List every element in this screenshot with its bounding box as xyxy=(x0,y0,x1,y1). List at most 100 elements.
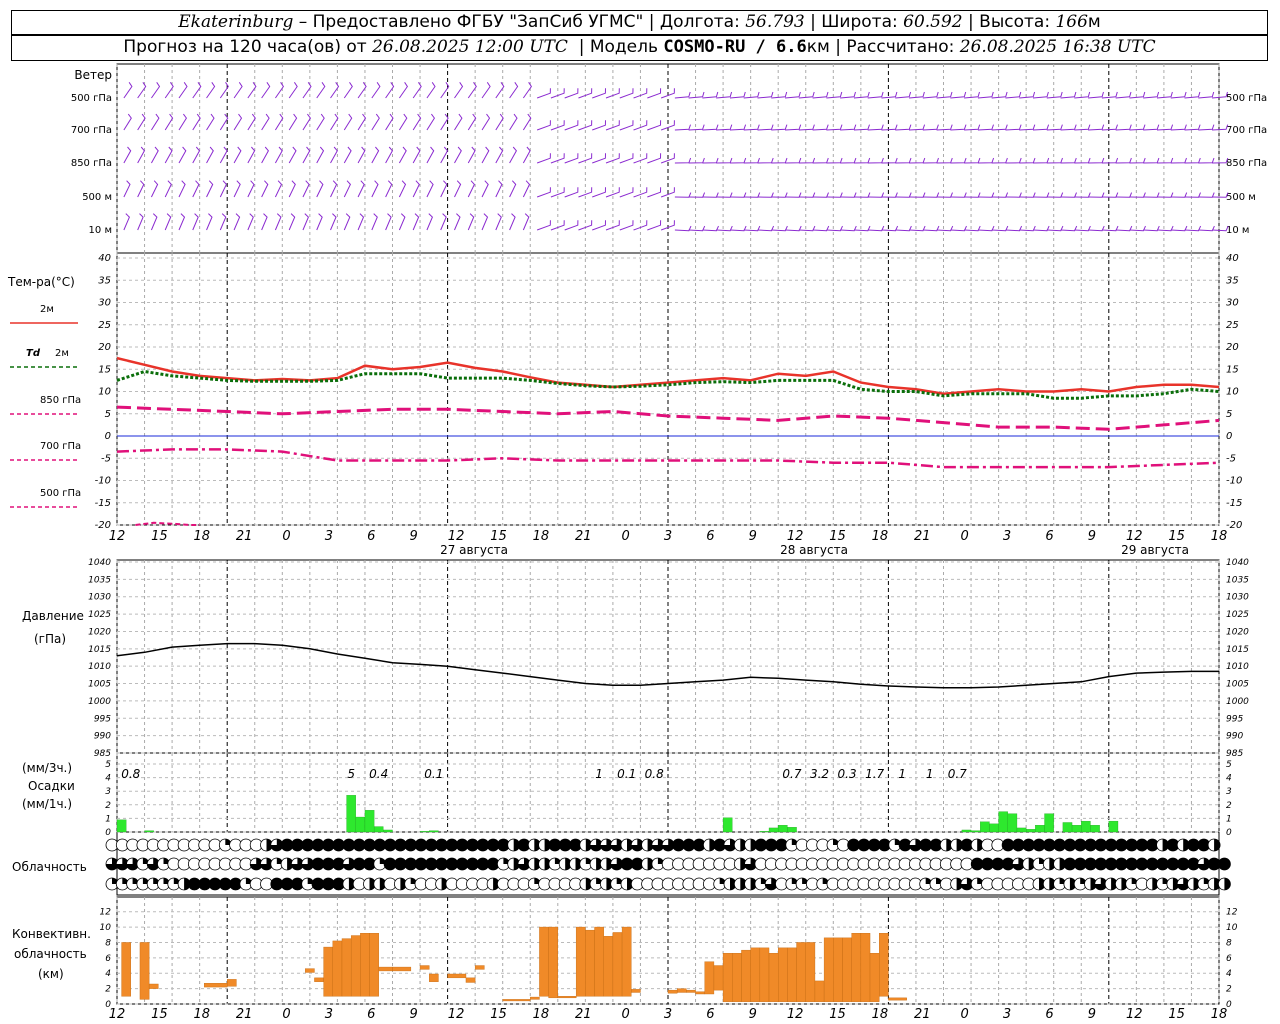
wind-level-label-left: 500 м xyxy=(82,192,112,203)
cloud-cover-fill xyxy=(270,878,283,890)
hour-tick-label: 0 xyxy=(961,1007,969,1022)
wind-barb xyxy=(922,157,939,164)
wind-barb xyxy=(151,113,160,131)
lat-label: | Широта: xyxy=(810,12,898,32)
wind-barb xyxy=(1115,124,1132,131)
lon-value: 56.793 xyxy=(745,12,805,32)
hour-tick-label: 15 xyxy=(490,1007,507,1022)
hour-tick-label: 15 xyxy=(1168,1007,1185,1022)
pressure-tick-label: 1020 xyxy=(88,627,111,637)
wind-barb xyxy=(440,113,449,131)
cloud-cover-fill xyxy=(250,858,263,870)
cloud-cover-fill xyxy=(1105,858,1118,870)
cloud-cover-fill xyxy=(518,858,530,870)
conv-bar xyxy=(805,942,816,1002)
precip-total-label: 0.1 xyxy=(617,767,636,781)
hour-tick-label: 18 xyxy=(533,1007,550,1022)
wind-barb xyxy=(247,180,255,198)
wind-barb xyxy=(1046,157,1063,164)
precip-bar xyxy=(1062,822,1073,833)
cloud-cover-fill xyxy=(1214,839,1221,851)
cloud-cover-fill xyxy=(1033,839,1045,851)
conv-title-1: Конвективн. xyxy=(12,927,91,941)
precip-tick-label: 3 xyxy=(1226,787,1232,797)
wind-barb xyxy=(467,180,475,198)
cloud-cover-fill xyxy=(596,858,603,870)
wind-barb xyxy=(881,124,898,131)
wind-barb xyxy=(1157,192,1174,198)
wind-barb xyxy=(371,180,379,198)
wind-barb xyxy=(330,213,337,231)
cloud-cover-fill xyxy=(740,839,747,851)
wind-barb xyxy=(964,91,980,99)
wind-title: Ветер xyxy=(74,68,112,82)
precip-bar xyxy=(998,811,1008,833)
cloud-cover-fill xyxy=(1125,858,1138,870)
conv-bar xyxy=(429,973,439,982)
conv-bar xyxy=(378,966,393,972)
wind-barb xyxy=(757,157,774,164)
wind-barb xyxy=(1115,157,1132,164)
hour-tick-label: 0 xyxy=(961,529,969,544)
wind-barb xyxy=(1019,91,1036,99)
wind-barb xyxy=(909,225,926,232)
wind-barb xyxy=(261,82,271,99)
conv-bar xyxy=(447,973,467,979)
conv-tick-label: 4 xyxy=(1226,969,1232,979)
cloud-cover-fill xyxy=(301,839,314,851)
cloud-cover-fill xyxy=(1002,839,1015,851)
wind-barb xyxy=(151,82,161,99)
wind-barb xyxy=(178,146,187,164)
cloud-cover-fill xyxy=(750,878,757,890)
wind-barb xyxy=(343,213,351,231)
cloud-cover-fill xyxy=(332,878,345,890)
wind-barb xyxy=(426,146,435,164)
wind-barb xyxy=(274,146,283,164)
model-label: | Модель xyxy=(578,37,659,57)
header-station-row: Ekaterinburg – Предоставлено ФГБУ "ЗапСи… xyxy=(11,10,1268,35)
precip-total-label: 1 xyxy=(926,767,934,781)
conv-tick-label: 8 xyxy=(105,938,111,948)
cloud-cover-fill xyxy=(415,858,427,870)
pressure-tick-label: 990 xyxy=(1226,732,1243,742)
hour-tick-label: 21 xyxy=(914,1007,931,1022)
wind-barb xyxy=(288,146,297,164)
conv-bar xyxy=(667,989,678,994)
wind-barb xyxy=(509,213,516,231)
wind-barb xyxy=(330,146,338,164)
wind-barb xyxy=(991,157,1008,164)
temp-tick-label: -20 xyxy=(1226,520,1242,531)
wind-barb xyxy=(895,225,912,232)
station-name: Ekaterinburg xyxy=(178,12,294,32)
precip-unit-1h: (мм/1ч.) xyxy=(22,797,72,811)
hour-tick-label: 3 xyxy=(664,529,672,544)
cloud-title: Облачность xyxy=(12,860,87,874)
precip-bar xyxy=(364,810,375,833)
temp-tick-label: 25 xyxy=(98,320,111,331)
wind-barb xyxy=(977,225,995,232)
precip-bar xyxy=(970,830,981,833)
wind-barb xyxy=(564,120,579,131)
wind-barb xyxy=(1074,124,1091,131)
wind-barb xyxy=(812,157,829,164)
precip-total-label: 5 xyxy=(347,767,355,781)
wind-barb xyxy=(716,124,733,131)
wind-barb xyxy=(1156,91,1173,99)
wind-barb xyxy=(247,146,256,164)
cloud-cover-fill xyxy=(379,878,386,890)
cloud-cover-fill xyxy=(534,858,541,870)
conv-bar xyxy=(465,977,476,983)
wind-barb xyxy=(853,157,871,164)
cloud-cover-fill xyxy=(544,839,551,851)
wind-barb xyxy=(895,91,912,99)
cloud-cover-fill xyxy=(281,878,294,890)
wind-barb xyxy=(895,124,912,131)
conv-bar xyxy=(814,980,825,1002)
precip-bar xyxy=(346,795,356,833)
hour-tick-label: 0 xyxy=(282,1007,290,1022)
wind-barb xyxy=(495,213,502,231)
wind-barb xyxy=(853,91,870,99)
cloud-cover-fill xyxy=(606,858,613,870)
wind-barb xyxy=(922,91,939,99)
conv-bar xyxy=(530,996,540,1000)
